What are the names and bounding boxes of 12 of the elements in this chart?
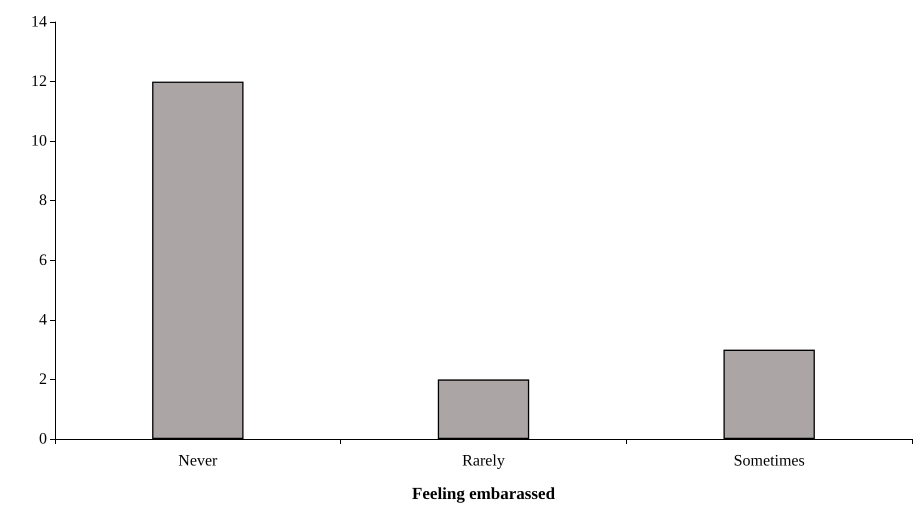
x-tick-label: Never bbox=[178, 452, 218, 470]
y-tick-label: 0 bbox=[39, 430, 47, 448]
y-tick-label: 12 bbox=[31, 73, 47, 90]
y-tick-label: 2 bbox=[39, 370, 47, 388]
x-tick-label: Rarely bbox=[462, 452, 505, 470]
y-tick-label: 6 bbox=[39, 252, 47, 269]
y-tick-label: 10 bbox=[31, 132, 47, 150]
y-tick-label: 14 bbox=[31, 14, 47, 30]
x-tick-label: Sometimes bbox=[734, 452, 805, 470]
y-tick-label: 4 bbox=[39, 311, 47, 328]
x-axis-title: Feeling embarassed bbox=[412, 484, 556, 503]
y-tick-label: 8 bbox=[39, 192, 47, 210]
